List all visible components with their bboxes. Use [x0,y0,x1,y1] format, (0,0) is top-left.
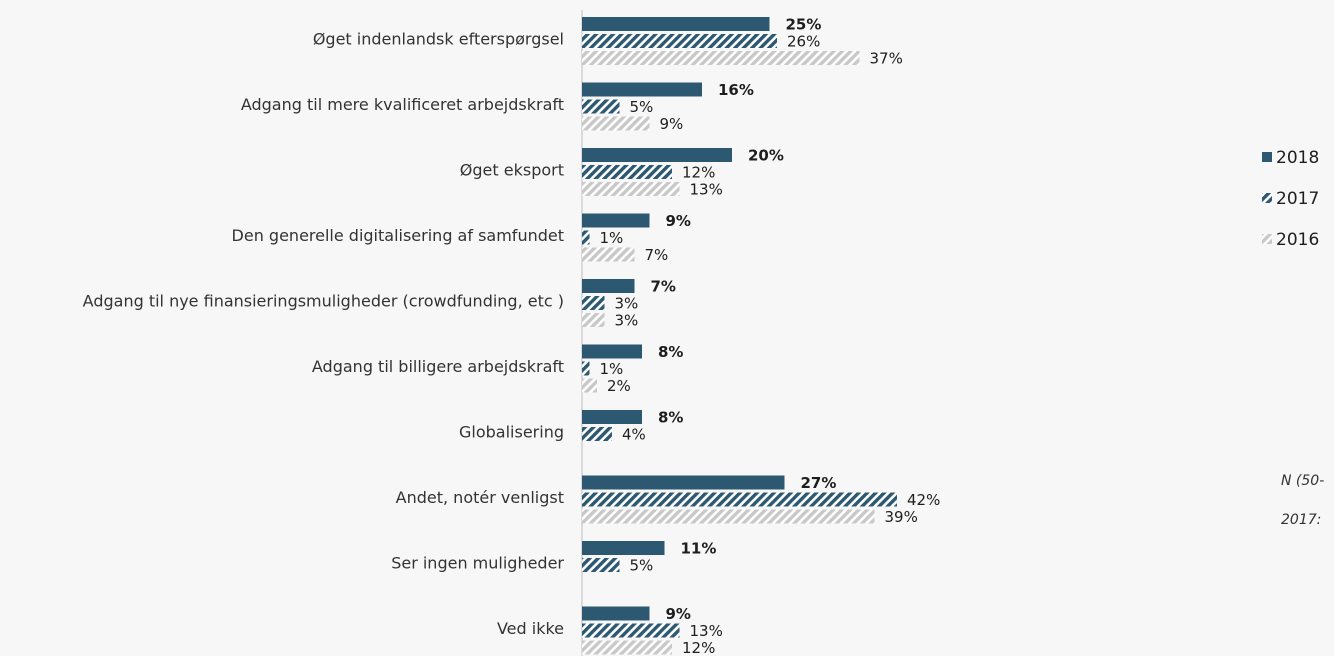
category-label: Adgang til nye finansieringsmuligheder (… [83,292,564,311]
data-label: 5% [630,557,654,575]
bar-2018 [582,213,650,228]
category-label: Adgang til mere kvalificeret arbejdskraf… [241,95,564,114]
category-label: Den generelle digitalisering af samfunde… [232,226,564,245]
legend-swatch-2017 [1262,193,1272,203]
bar-2017 [582,623,680,638]
bar-2018 [582,82,702,97]
bar-2016 [582,51,860,65]
data-label: 8% [658,409,683,427]
data-label: 1% [600,229,624,247]
footnote-text: 2017: [1281,512,1321,528]
footnote-text: N (50- [1281,473,1324,489]
category-label: Globalisering [459,423,564,442]
bar-2016 [582,640,672,655]
bar-2017 [582,492,897,507]
category-label: Øget indenlandsk efterspørgsel [313,30,564,49]
bar-2018 [582,344,642,359]
category-label: Ved ikke [497,619,564,638]
data-label: 39% [885,508,918,526]
bar-2016 [582,313,605,327]
data-label: 25% [786,16,822,34]
bar-2018 [582,475,785,490]
category-label: Ser ingen muligheder [391,554,564,573]
data-label: 7% [651,278,676,296]
bar-2016 [582,509,875,524]
data-label: 7% [645,246,669,264]
legend-label: 2018 [1276,148,1319,168]
bar-2017 [582,99,620,114]
bar-2017 [582,558,620,572]
data-label: 9% [666,212,691,230]
data-label: 8% [658,343,683,361]
bar-2017 [582,296,605,310]
bar-2016 [582,182,680,196]
bar-2018 [582,17,770,31]
data-label: 16% [718,81,754,99]
data-label: 1% [600,360,624,378]
category-label: Øget eksport [460,161,564,180]
category-label: Adgang til billigere arbejdskraft [312,357,564,376]
bar-2016 [582,378,597,393]
data-label: 2% [607,377,631,395]
data-label: 5% [630,98,654,116]
bar-2016 [582,247,635,262]
data-label: 3% [615,295,639,313]
data-label: 4% [622,426,646,444]
data-label: 13% [690,181,723,199]
bar-2018 [582,541,665,555]
data-label: 9% [666,605,691,623]
data-label: 37% [870,50,903,68]
data-label: 20% [748,147,784,165]
bar-2018 [582,148,732,162]
bar-2017 [582,361,590,376]
category-label: Andet, notér venligst [396,488,564,507]
data-label: 26% [787,33,820,51]
bar-2017 [582,34,777,48]
legend-swatch-2016 [1262,234,1272,244]
data-label: 9% [660,115,684,133]
bar-2016 [582,116,650,131]
bar-2017 [582,165,672,179]
data-label: 27% [801,474,837,492]
data-label: 42% [907,491,940,509]
bar-2018 [582,606,650,621]
bar-2017 [582,427,612,441]
data-label: 13% [690,622,723,640]
bar-2017 [582,230,590,245]
legend-label: 2016 [1276,230,1319,250]
data-label: 11% [681,540,717,558]
data-label: 3% [615,312,639,330]
bar-2018 [582,410,642,424]
bar-2018 [582,279,635,293]
data-label: 12% [682,639,715,656]
legend-swatch-2018 [1262,152,1272,162]
legend-label: 2017 [1276,189,1319,209]
data-label: 12% [682,164,715,182]
